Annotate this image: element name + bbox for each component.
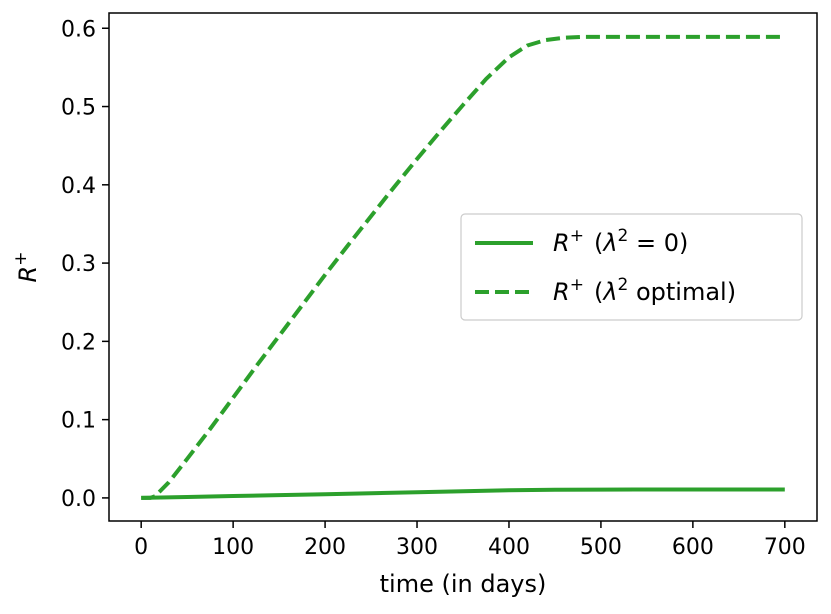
x-tick-label: 500 [580, 535, 622, 560]
y-tick-label: 0.5 [61, 96, 96, 121]
legend-box [460, 213, 803, 321]
y-axis-label-sup: + [11, 252, 31, 266]
y-axis-label: R+ [11, 252, 42, 283]
legend-entry-lambda-optimal: R+ (λ2 optimal) [553, 275, 736, 306]
series-layer [141, 34, 785, 500]
x-tick-label: 400 [488, 535, 530, 560]
y-axis-label-r: R [14, 266, 42, 283]
y-tick-label: 0.0 [61, 487, 96, 512]
y-tick-label: 0.2 [61, 330, 96, 355]
x-tick-label: 600 [672, 535, 714, 560]
x-tick-label: 100 [212, 535, 254, 560]
y-tick-label: 0.6 [61, 17, 96, 42]
x-tick-label: 700 [764, 535, 806, 560]
x-axis-label: time (in days) [380, 570, 547, 598]
legend: R+ (λ2 = 0) R+ (λ2 optimal) [460, 213, 803, 321]
x-tick-label: 200 [304, 535, 346, 560]
y-axis-ticks: 0.0 0.1 0.2 0.3 0.4 0.5 0.6 [61, 17, 109, 512]
legend-entry-lambda-zero: R+ (λ2 = 0) [553, 226, 688, 257]
series-line-lambda-zero [141, 487, 785, 500]
x-tick-label: 300 [396, 535, 438, 560]
x-axis-ticks: 0 100 200 300 400 500 600 700 [134, 521, 806, 560]
x-tick-label: 0 [134, 535, 148, 560]
y-tick-label: 0.3 [61, 252, 96, 277]
y-tick-label: 0.4 [61, 174, 96, 199]
y-tick-label: 0.1 [61, 409, 96, 434]
series-line-lambda-optimal [141, 34, 785, 500]
